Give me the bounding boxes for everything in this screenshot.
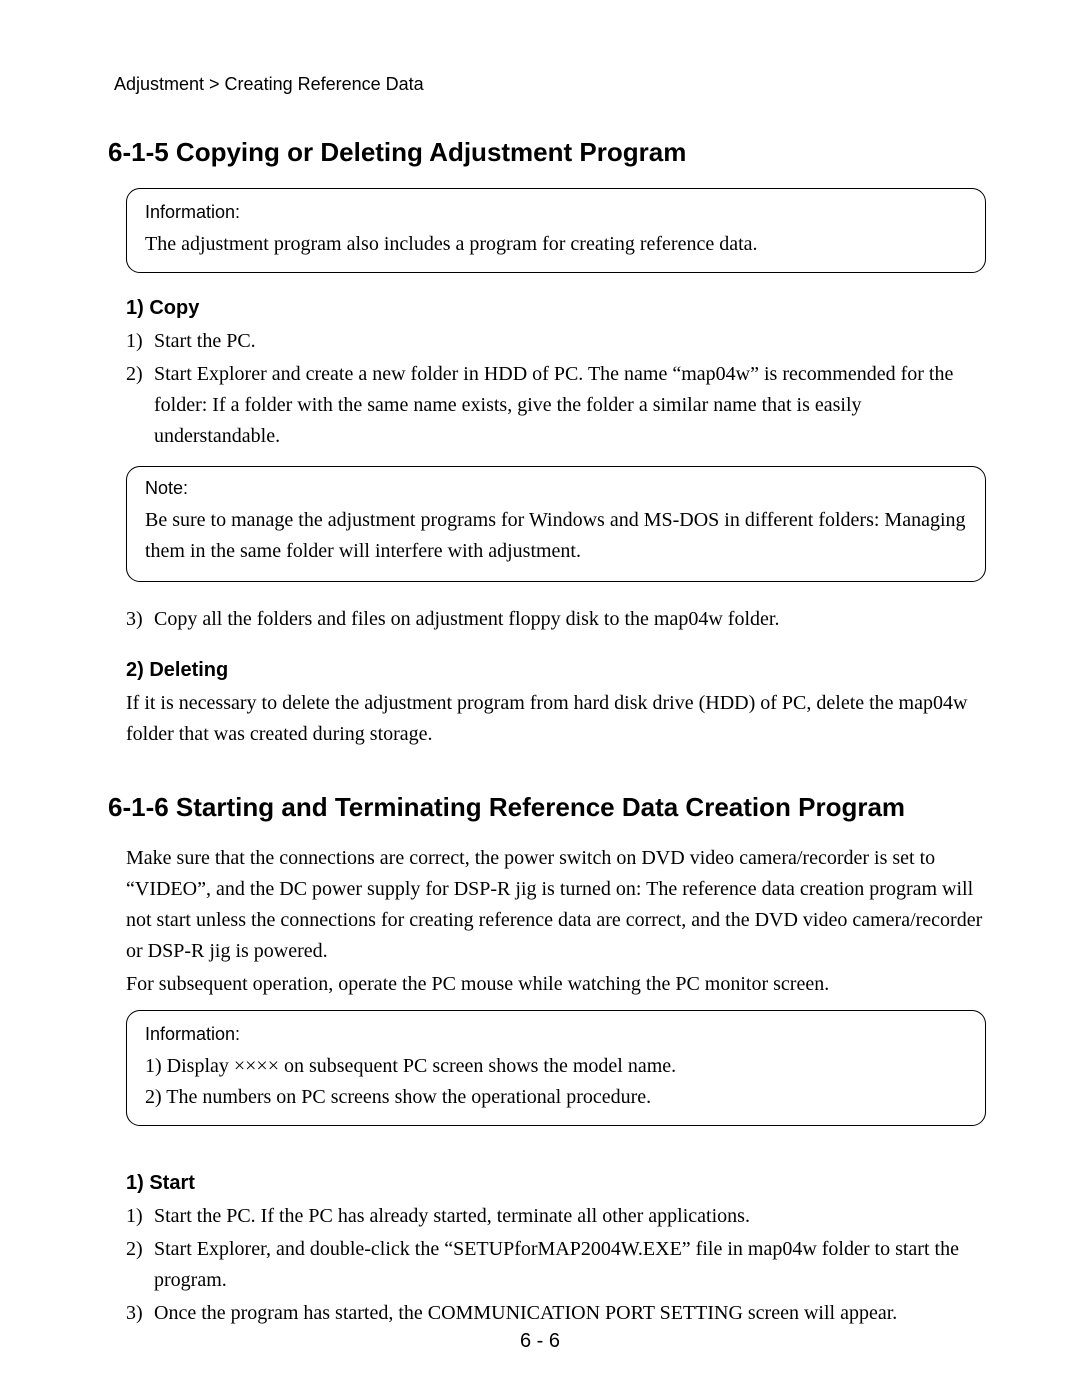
list-item: 2) Start Explorer, and double-click the … bbox=[126, 1234, 990, 1296]
copy-step-3: 3) Copy all the folders and files on adj… bbox=[126, 604, 990, 635]
note-body: Be sure to manage the adjustment program… bbox=[145, 505, 967, 567]
item-text: Start the PC. If the PC has already star… bbox=[154, 1201, 990, 1232]
list-item: 3) Once the program has started, the COM… bbox=[126, 1298, 990, 1329]
item-text: Once the program has started, the COMMUN… bbox=[154, 1298, 990, 1329]
item-text: Start the PC. bbox=[154, 326, 990, 357]
subheading-copy: 1) Copy bbox=[126, 297, 990, 320]
list-item: 2) Start Explorer and create a new folde… bbox=[126, 359, 990, 452]
list-item: 1) Start the PC. bbox=[126, 326, 990, 357]
deleting-body: If it is necessary to delete the adjustm… bbox=[126, 688, 990, 750]
start-steps: 1) Start the PC. If the PC has already s… bbox=[126, 1201, 990, 1329]
note-box-copy: Note: Be sure to manage the adjustment p… bbox=[126, 466, 986, 582]
item-number: 2) bbox=[126, 1234, 154, 1296]
item-text: Copy all the folders and files on adjust… bbox=[154, 604, 990, 635]
intro-paragraph-2: For subsequent operation, operate the PC… bbox=[126, 969, 990, 1000]
info-line1: 1) Display ×××× on subsequent PC screen … bbox=[145, 1051, 967, 1082]
info-body: The adjustment program also includes a p… bbox=[145, 229, 967, 260]
item-text: Start Explorer, and double-click the “SE… bbox=[154, 1234, 990, 1296]
intro-paragraph-1: Make sure that the connections are corre… bbox=[126, 843, 990, 967]
info-line2: 2) The numbers on PC screens show the op… bbox=[145, 1082, 967, 1113]
item-number: 2) bbox=[126, 359, 154, 452]
section-title-615: 6-1-5 Copying or Deleting Adjustment Pro… bbox=[108, 137, 990, 168]
item-text: Start Explorer and create a new folder i… bbox=[154, 359, 990, 452]
note-label: Note: bbox=[145, 475, 967, 503]
item-number: 1) bbox=[126, 326, 154, 357]
copy-steps: 1) Start the PC. 2) Start Explorer and c… bbox=[126, 326, 990, 452]
breadcrumb: Adjustment > Creating Reference Data bbox=[114, 74, 990, 95]
info-label: Information: bbox=[145, 199, 967, 227]
item-number: 3) bbox=[126, 604, 154, 635]
info-label: Information: bbox=[145, 1021, 967, 1049]
document-page: Adjustment > Creating Reference Data 6-1… bbox=[0, 0, 1080, 1397]
information-box-616: Information: 1) Display ×××× on subseque… bbox=[126, 1010, 986, 1126]
section-title-616: 6-1-6 Starting and Terminating Reference… bbox=[108, 792, 990, 823]
subheading-start: 1) Start bbox=[126, 1172, 990, 1195]
page-number: 6 - 6 bbox=[0, 1330, 1080, 1353]
information-box-615: Information: The adjustment program also… bbox=[126, 188, 986, 273]
list-item: 3) Copy all the folders and files on adj… bbox=[126, 604, 990, 635]
item-number: 1) bbox=[126, 1201, 154, 1232]
item-number: 3) bbox=[126, 1298, 154, 1329]
subheading-deleting: 2) Deleting bbox=[126, 659, 990, 682]
list-item: 1) Start the PC. If the PC has already s… bbox=[126, 1201, 990, 1232]
